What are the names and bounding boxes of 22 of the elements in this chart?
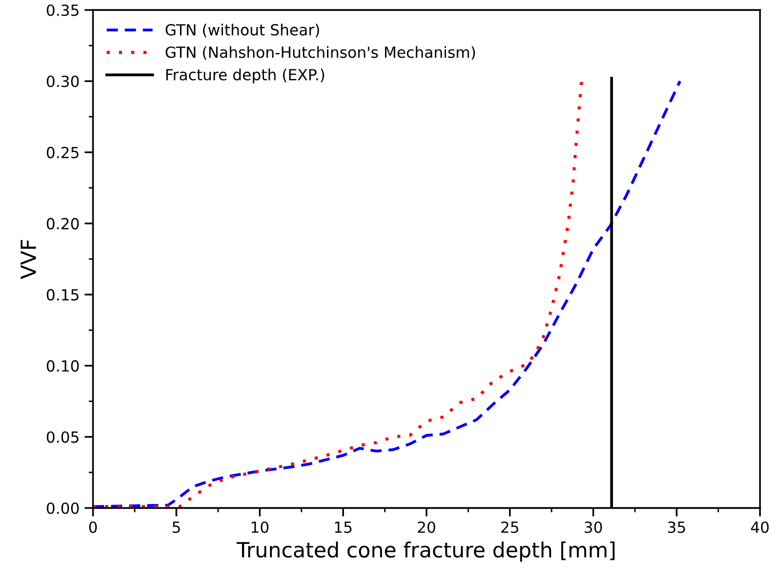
y-tick-label: 0.10 bbox=[46, 360, 79, 372]
y-tick-label: 0.35 bbox=[46, 4, 78, 16]
x-tick-label: 30 bbox=[584, 521, 602, 534]
x-tick-label: 35 bbox=[668, 521, 686, 534]
y-axis-title: VVF bbox=[20, 240, 36, 280]
legend-label: Fracture depth (EXP.) bbox=[166, 68, 324, 84]
y-tick-label: 0.20 bbox=[46, 218, 79, 230]
y-tick-label: 0.15 bbox=[46, 289, 78, 301]
x-tick-label: 20 bbox=[418, 521, 436, 534]
legend-label: GTN (without Shear) bbox=[166, 24, 320, 38]
x-tick-label: 10 bbox=[252, 521, 268, 534]
x-axis-title: Truncated cone fracture depth [mm] bbox=[236, 542, 615, 562]
x-tick-label: 25 bbox=[501, 521, 518, 534]
y-tick-label: 0.05 bbox=[46, 431, 78, 443]
x-tick-label: 40 bbox=[751, 521, 769, 534]
y-tick-label: 0.00 bbox=[46, 502, 79, 514]
y-tick-label: 0.30 bbox=[46, 76, 79, 88]
x-tick-label: 0 bbox=[89, 521, 97, 534]
y-tick-label: 0.25 bbox=[46, 146, 78, 158]
x-tick-label: 15 bbox=[335, 522, 352, 534]
legend-label: GTN (Nahshon-Hutchinson's Mechanism) bbox=[166, 46, 475, 60]
x-tick-label: 5 bbox=[172, 522, 180, 534]
